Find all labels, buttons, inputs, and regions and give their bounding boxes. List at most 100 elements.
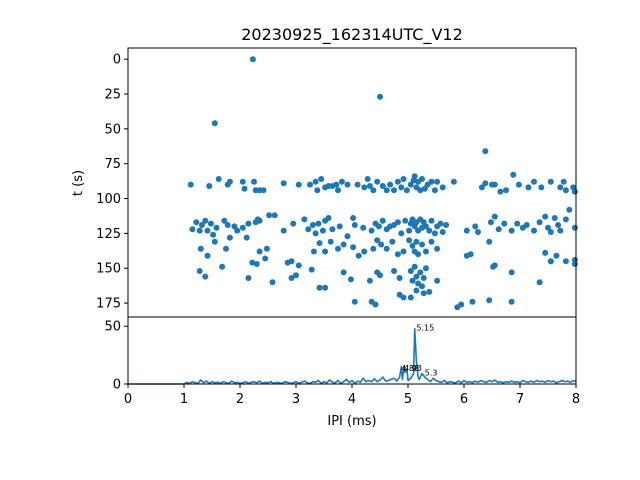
scatter-point	[355, 252, 362, 259]
scatter-point	[426, 288, 433, 295]
scatter-point	[305, 226, 312, 233]
scatter-point	[344, 181, 351, 188]
scatter-point	[394, 178, 401, 185]
scatter-point	[288, 275, 295, 281]
scatter-point	[375, 223, 382, 230]
scatter-point	[406, 237, 413, 244]
scatter-point	[491, 181, 498, 188]
scatter-point	[422, 248, 429, 255]
scatter-point	[443, 222, 450, 228]
scatter-point	[411, 263, 418, 270]
scatter-point	[379, 183, 386, 189]
scatter-point	[366, 183, 373, 189]
scatter-point	[400, 176, 407, 182]
scatter-point	[396, 275, 403, 281]
scatter-point	[419, 241, 425, 248]
scatter-point	[531, 178, 537, 185]
histogram-x-tick-label: 7	[516, 392, 524, 407]
scatter-point	[383, 187, 390, 194]
scatter-point	[450, 178, 457, 185]
scatter-point	[560, 178, 567, 185]
scatter-point	[491, 213, 498, 220]
scatter-point	[566, 206, 573, 213]
scatter-point	[515, 181, 522, 188]
scatter-point	[434, 245, 441, 252]
scatter-point	[340, 241, 347, 248]
scatter-point	[562, 216, 569, 223]
scatter-point	[213, 224, 220, 231]
scatter-point	[269, 279, 276, 286]
scatter-point	[562, 258, 569, 265]
scatter-point	[394, 219, 401, 226]
scatter-y-ticks: 0 25 50 75 100 125 150 175	[96, 53, 128, 312]
scatter-point	[251, 178, 257, 185]
scatter-point	[260, 187, 267, 194]
histogram-x-tick-label: 2	[236, 392, 244, 407]
histogram-x-tick-label: 3	[292, 392, 300, 407]
histogram-x-ticks: 0 1 2 3 4 5 6 7 8	[124, 384, 580, 407]
scatter-point	[431, 230, 438, 237]
scatter-point	[482, 180, 489, 187]
scatter-point	[350, 244, 357, 251]
scatter-point	[249, 259, 256, 266]
scatter-point	[198, 222, 205, 228]
scatter-point	[486, 238, 493, 245]
scatter-point	[239, 178, 246, 185]
scatter-point	[204, 252, 211, 259]
scatter-point	[354, 181, 361, 188]
scatter-point	[413, 273, 420, 280]
scatter-point	[420, 290, 427, 297]
scatter-point	[487, 219, 494, 226]
scatter-point	[234, 227, 241, 234]
scatter-point	[478, 184, 485, 191]
scatter-point	[391, 268, 397, 274]
scatter-points	[187, 56, 578, 311]
scatter-point	[226, 178, 233, 185]
scatter-point	[210, 231, 217, 238]
scatter-point	[207, 220, 214, 227]
scatter-point	[309, 222, 316, 228]
scatter-point	[193, 219, 200, 226]
scatter-point	[366, 277, 373, 284]
scatter-point	[419, 283, 425, 290]
scatter-point	[490, 263, 497, 270]
scatter-point	[350, 215, 357, 221]
scatter-point	[223, 245, 229, 252]
scatter-point	[368, 227, 375, 234]
scatter-y-tick-label: 125	[96, 227, 121, 242]
scatter-point	[347, 276, 354, 283]
scatter-point	[542, 249, 549, 256]
scatter-y-tick-label: 75	[104, 157, 121, 172]
scatter-point	[295, 262, 302, 269]
scatter-point	[239, 224, 246, 231]
scatter-point	[316, 284, 323, 291]
scatter-point	[413, 287, 420, 294]
peak-label: 4.93	[404, 364, 422, 373]
scatter-point	[553, 252, 560, 259]
scatter-point	[360, 224, 367, 231]
scatter-point	[475, 229, 481, 235]
histogram-x-axis-label: IPI (ms)	[327, 414, 376, 429]
scatter-point	[206, 183, 213, 189]
scatter-point	[551, 215, 558, 221]
scatter-point	[428, 178, 435, 185]
scatter-point	[406, 227, 413, 234]
scatter-point	[571, 224, 578, 231]
histogram-plot-area	[128, 317, 576, 384]
scatter-point	[374, 178, 381, 185]
histogram-x-tick-label: 5	[404, 392, 412, 407]
scatter-point	[486, 297, 493, 304]
scatter-point	[422, 265, 429, 272]
scatter-point	[288, 258, 295, 265]
scatter-point	[280, 180, 287, 187]
scatter-point	[555, 222, 562, 228]
scatter-point	[202, 217, 209, 224]
scatter-point	[379, 217, 386, 224]
scatter-point	[413, 238, 420, 245]
scatter-point	[315, 220, 322, 227]
chart-title: 20230925_162314UTC_V12	[241, 25, 463, 45]
scatter-point	[437, 220, 444, 227]
histogram-x-tick-label: 0	[124, 392, 132, 407]
histogram-series-line	[128, 327, 577, 385]
